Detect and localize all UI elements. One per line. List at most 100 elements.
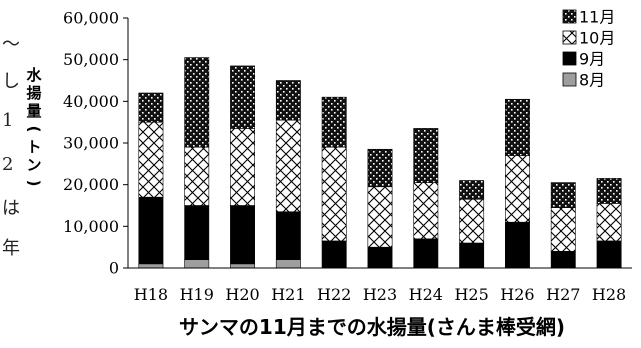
legend-swatch bbox=[562, 72, 577, 87]
bar-segment bbox=[550, 251, 576, 269]
bar-stack bbox=[275, 80, 301, 269]
bar-segment bbox=[230, 205, 255, 265]
bar-segment bbox=[367, 246, 393, 269]
y-axis-label: 水揚量 ( トン) bbox=[25, 66, 43, 186]
bar-segment bbox=[459, 180, 485, 200]
side-text-fragment: 1 bbox=[2, 110, 13, 131]
bars bbox=[138, 57, 622, 269]
bar-segment bbox=[367, 186, 393, 248]
bar-stack bbox=[230, 65, 255, 269]
bar-segment bbox=[184, 57, 210, 148]
legend-item: 8月 bbox=[562, 71, 605, 90]
x-tick-label: H26 bbox=[500, 285, 534, 304]
y-tick-label: 10,000 bbox=[63, 217, 119, 236]
bar-segment bbox=[321, 146, 347, 242]
bar-segment bbox=[413, 182, 439, 240]
bar-segment bbox=[275, 259, 301, 269]
bar-segment bbox=[230, 263, 255, 269]
x-tick-label: H24 bbox=[409, 285, 443, 304]
bar-segment bbox=[596, 178, 622, 204]
bar-segment bbox=[413, 128, 439, 183]
side-text-fragment: し bbox=[2, 71, 20, 92]
side-text: 〜し 1 2 は年 bbox=[2, 34, 20, 259]
bar-segment bbox=[321, 96, 347, 148]
bar-segment bbox=[275, 119, 301, 213]
legend-label: 8月 bbox=[579, 71, 605, 90]
legend-item: 9月 bbox=[562, 50, 605, 69]
x-tick-label: H20 bbox=[225, 285, 259, 304]
legend-swatch bbox=[562, 9, 577, 24]
y-tick-label: 60,000 bbox=[63, 9, 119, 28]
bar-stack bbox=[138, 92, 164, 269]
bar-segment bbox=[459, 242, 485, 269]
y-axis-label-char: 揚 bbox=[26, 84, 41, 102]
bar-segment bbox=[230, 65, 255, 129]
bar-stack bbox=[184, 57, 210, 269]
x-tick-label: H18 bbox=[134, 285, 168, 304]
bar-segment bbox=[550, 207, 576, 252]
y-tick-label: 50,000 bbox=[63, 50, 119, 69]
y-tick-label: 30,000 bbox=[63, 134, 119, 153]
side-text-fragment: 2 bbox=[2, 154, 13, 175]
bar-segment bbox=[275, 211, 301, 260]
x-tick-label: H23 bbox=[363, 285, 397, 304]
bar-segment bbox=[138, 92, 164, 123]
y-axis: 0 10,000 20,000 30,000 40,000 50,000 60,000 bbox=[63, 9, 129, 278]
x-tick-label: H19 bbox=[180, 285, 214, 304]
bar-segment bbox=[275, 80, 301, 121]
legend-label: 11月 bbox=[579, 8, 615, 27]
bar-segment bbox=[138, 263, 164, 269]
bar-stack bbox=[459, 180, 485, 269]
x-tick-label: H22 bbox=[317, 285, 351, 304]
x-tick-label: H21 bbox=[271, 285, 305, 304]
legend-item: 11月 bbox=[562, 8, 615, 27]
y-axis-label-char: 量 bbox=[26, 102, 41, 120]
y-axis-label-char: ン bbox=[26, 156, 41, 174]
x-tick-label: H25 bbox=[454, 285, 488, 304]
y-axis-label-char: ( bbox=[25, 126, 43, 133]
bar-segment bbox=[367, 148, 393, 188]
x-tick-label: H27 bbox=[546, 285, 580, 304]
side-text-fragment: 年 bbox=[2, 238, 20, 259]
legend-swatch bbox=[562, 30, 577, 45]
bar-stack bbox=[550, 182, 576, 269]
y-tick-label: 40,000 bbox=[63, 92, 119, 111]
x-tick-label: H28 bbox=[592, 285, 626, 304]
bar-segment bbox=[138, 196, 164, 265]
bar-segment bbox=[550, 182, 576, 208]
legend-item: 10月 bbox=[562, 29, 615, 48]
bar-segment bbox=[138, 121, 164, 198]
chart-title: サンマの11月までの水揚量(さんま棒受網) bbox=[179, 315, 565, 339]
bar-segment bbox=[321, 240, 347, 269]
y-tick-label: 0 bbox=[109, 259, 119, 278]
bar-segment bbox=[596, 240, 622, 269]
bar-stack bbox=[505, 98, 530, 269]
bar-stack bbox=[367, 148, 393, 269]
bar-segment bbox=[459, 198, 485, 244]
legend-swatch bbox=[562, 51, 577, 66]
y-axis-label-char: ) bbox=[25, 180, 43, 187]
bar-segment bbox=[230, 128, 255, 206]
x-axis: H18 H19 H20 H21 H22 H23 H24 H25 H26 H27 H28 bbox=[128, 267, 632, 304]
bar-stack bbox=[413, 128, 439, 269]
bar-segment bbox=[505, 155, 530, 223]
bar-stack bbox=[321, 96, 347, 269]
bar-segment bbox=[505, 98, 530, 156]
side-text-fragment: 〜 bbox=[2, 34, 20, 55]
bar-segment bbox=[596, 203, 622, 242]
legend-label: 9月 bbox=[579, 50, 605, 69]
bar-segment bbox=[184, 259, 210, 269]
bar-segment bbox=[184, 205, 210, 260]
legend: 11月 10月 9月 8月 bbox=[562, 8, 615, 90]
y-tick-label: 20,000 bbox=[63, 175, 119, 194]
bar-segment bbox=[505, 221, 530, 269]
legend-label: 10月 bbox=[579, 29, 615, 48]
bar-stack bbox=[596, 178, 622, 269]
bar-segment bbox=[184, 146, 210, 206]
side-text-fragment: は bbox=[2, 198, 20, 219]
bar-segment bbox=[413, 238, 439, 269]
y-axis-label-char: ト bbox=[26, 138, 41, 156]
y-axis-label-char: 水 bbox=[26, 66, 42, 84]
